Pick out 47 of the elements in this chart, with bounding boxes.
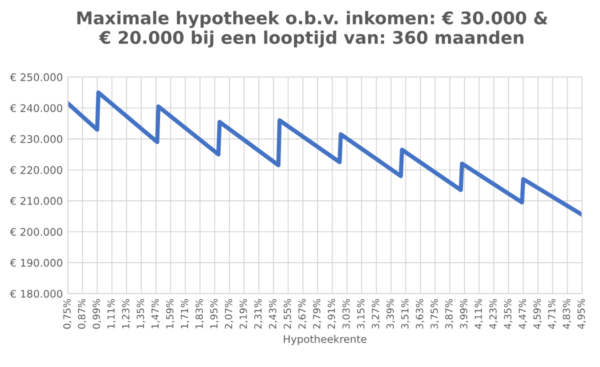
x-tick-label: 1,71% (180, 298, 190, 328)
y-tick-label: € 230.000 (10, 135, 62, 144)
x-tick-label: 2,91% (328, 298, 336, 329)
x-tick-label: 2,67% (298, 298, 307, 329)
x-tick-label: 4,95% (577, 298, 586, 329)
x-tick-label: 1,83% (195, 298, 204, 328)
x-tick-label: 1,59% (166, 298, 174, 328)
x-tick-label: 3,75% (430, 298, 439, 329)
x-tick-label: 4,83% (562, 298, 572, 329)
x-tick-label: 3,27% (372, 298, 380, 329)
x-tick-label: 3,15% (357, 298, 366, 329)
x-axis-title: Hypotheekrente (284, 334, 366, 345)
x-tick-label: 3,39% (386, 298, 395, 329)
y-tick-label: € 250.000 (10, 73, 62, 82)
x-tick-label: 3,87% (445, 298, 454, 329)
y-tick-label: € 180.000 (10, 290, 62, 298)
x-tick-label: 3,99% (460, 298, 468, 329)
x-tick-label: 0,99% (92, 298, 101, 329)
x-tick-label: 1,35% (136, 298, 146, 328)
x-tick-label: 4,35% (504, 298, 512, 329)
x-tick-label: 0,87% (78, 298, 86, 329)
y-tick-label: € 190.000 (10, 258, 62, 267)
x-tick-label: 4,47% (518, 298, 528, 329)
x-tick-label: 1,95% (210, 298, 219, 328)
x-tick-label: 2,19% (240, 298, 248, 329)
x-tick-label: 0,75% (63, 298, 72, 329)
x-tick-label: 2,31% (254, 298, 263, 329)
y-tick-label: € 220.000 (10, 166, 62, 174)
x-tick-label: 2,55% (284, 298, 292, 329)
y-tick-label: € 240.000 (10, 104, 62, 112)
x-tick-label: 3,51% (401, 298, 410, 329)
x-tick-label: 3,63% (416, 298, 424, 329)
x-tick-label: 4,71% (548, 298, 556, 329)
line-series (68, 90, 582, 217)
x-tick-label: 2,07% (224, 298, 234, 329)
y-tick-label: € 210.000 (10, 197, 62, 205)
x-tick-label: 2,79% (313, 298, 322, 329)
x-tick-label: 1,11% (107, 298, 116, 328)
x-tick-label: 1,47% (151, 298, 160, 328)
x-tick-label: 2,43% (268, 298, 278, 329)
x-tick-label: 3,03% (342, 298, 351, 329)
x-tick-label: 1,23% (122, 298, 130, 328)
y-tick-label: € 200.000 (10, 228, 62, 236)
chart-title: Maximale hypotheek o.b.v. inkomen: € 30.000 & € 20.000 bij een looptijd van: 360 maanden (77, 11, 548, 48)
x-tick-label: 4,23% (489, 298, 498, 329)
x-tick-label: 4,11% (474, 298, 483, 329)
x-tick-label: 4,59% (533, 298, 542, 329)
